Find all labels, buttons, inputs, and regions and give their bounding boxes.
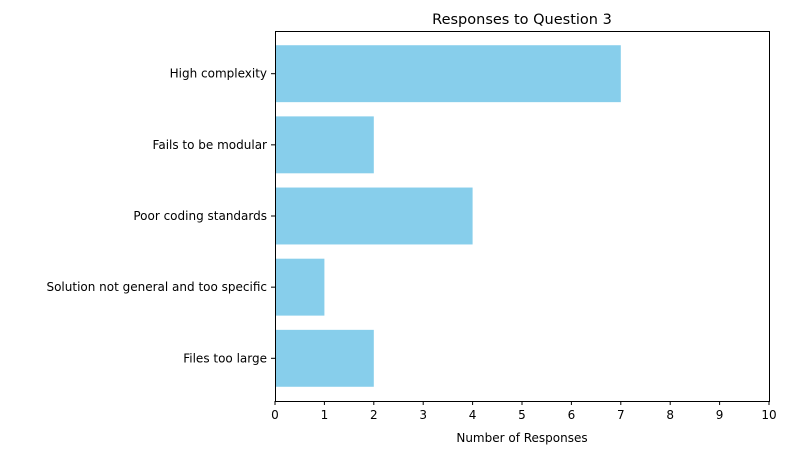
x-axis-title: Number of Responses	[456, 431, 587, 445]
x-tick-label: 7	[617, 408, 625, 422]
y-tick-label: High complexity	[170, 67, 267, 81]
y-tick-label: Poor coding standards	[133, 209, 267, 223]
bar-1	[275, 116, 374, 174]
bars-group	[275, 45, 621, 387]
x-tick-label: 2	[370, 408, 378, 422]
x-tick-label: 1	[321, 408, 329, 422]
bar-2	[275, 187, 473, 245]
x-tick-label: 3	[419, 408, 427, 422]
x-tick-label: 8	[666, 408, 674, 422]
bar-0	[275, 45, 621, 103]
bar-4	[275, 329, 374, 387]
x-tick-label: 10	[761, 408, 776, 422]
x-tick-label: 6	[568, 408, 576, 422]
y-tick-label: Fails to be modular	[153, 138, 268, 152]
x-tick-label: 5	[518, 408, 526, 422]
x-axis-ticks: 0 1 2 3 4 5 6 7 8 9 10	[271, 401, 777, 422]
x-tick-label: 0	[271, 408, 279, 422]
y-axis-ticks: High complexity Fails to be modular Poor c…	[46, 67, 275, 365]
bar-3	[275, 258, 325, 316]
chart-title: Responses to Question 3	[432, 12, 612, 28]
x-tick-label: 4	[469, 408, 477, 422]
y-tick-label: Files too large	[183, 351, 267, 365]
x-tick-label: 9	[716, 408, 724, 422]
y-tick-label: Solution not general and too specific	[46, 280, 267, 294]
